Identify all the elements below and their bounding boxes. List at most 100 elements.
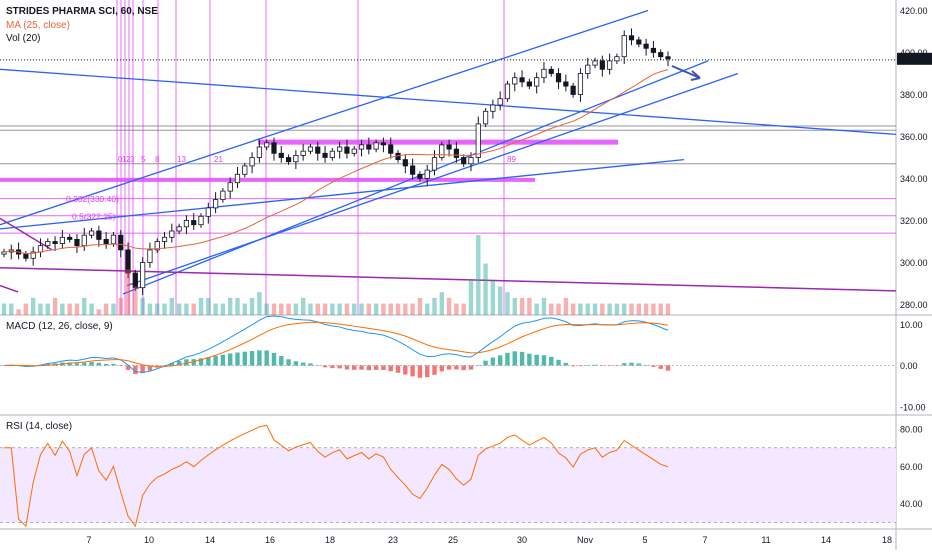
candle-body[interactable] <box>526 81 532 87</box>
candle-body[interactable] <box>242 165 248 175</box>
macd-line[interactable] <box>3 315 669 373</box>
candle-body[interactable] <box>599 60 605 70</box>
candle-body[interactable] <box>59 236 65 245</box>
candle-body[interactable] <box>402 159 408 167</box>
signal-line[interactable] <box>3 321 669 368</box>
candle-body[interactable] <box>1 251 7 255</box>
candle-body[interactable] <box>96 230 102 240</box>
candle-body[interactable] <box>264 142 270 148</box>
candle-body[interactable] <box>315 146 321 154</box>
candle-body[interactable] <box>132 272 138 289</box>
candle-body[interactable] <box>439 144 445 158</box>
candle-body[interactable] <box>344 146 350 154</box>
candle-body[interactable] <box>220 190 226 200</box>
candle-body[interactable] <box>417 173 423 179</box>
candle-body[interactable] <box>570 85 576 95</box>
trendline[interactable] <box>122 60 709 295</box>
candle-body[interactable] <box>74 238 80 247</box>
candle-body[interactable] <box>497 98 503 106</box>
candle-body[interactable] <box>118 234 124 251</box>
candle-body[interactable] <box>585 64 591 74</box>
candle-body[interactable] <box>23 253 29 259</box>
candle-body[interactable] <box>628 35 635 41</box>
candle-body[interactable] <box>453 148 459 158</box>
candle-body[interactable] <box>256 146 262 158</box>
macd-pane[interactable] <box>0 315 896 378</box>
candle-body[interactable] <box>213 199 219 209</box>
price-pane[interactable]: 0.382(330.40) 0.5(322.25) 0 1 2 3 5 8 13 21 89 <box>0 0 897 315</box>
candle-body[interactable] <box>351 148 357 154</box>
candle-body[interactable] <box>650 47 657 53</box>
candle-body[interactable] <box>205 207 211 217</box>
candle-body[interactable] <box>169 230 175 238</box>
candle-body[interactable] <box>614 56 620 62</box>
candle-body[interactable] <box>621 35 627 58</box>
candle-body[interactable] <box>234 173 241 184</box>
candle-body[interactable] <box>81 234 87 247</box>
candle-body[interactable] <box>519 77 525 83</box>
candle-body[interactable] <box>373 142 379 150</box>
candle-body[interactable] <box>161 236 168 242</box>
candle-body[interactable] <box>88 230 95 236</box>
candle-body[interactable] <box>30 251 36 259</box>
trendline[interactable] <box>0 158 685 230</box>
candle-body[interactable] <box>490 104 496 112</box>
candle-body[interactable] <box>110 234 117 244</box>
long-trendline[interactable] <box>0 267 897 292</box>
trendline[interactable] <box>0 68 897 136</box>
candle-body[interactable] <box>191 220 197 226</box>
candle-body[interactable] <box>358 144 365 150</box>
candle-body[interactable] <box>176 226 182 232</box>
candle-body[interactable] <box>563 81 569 87</box>
candle-body[interactable] <box>665 56 671 60</box>
candle-body[interactable] <box>541 68 547 79</box>
candle-body[interactable] <box>337 146 343 152</box>
rsi-line[interactable] <box>4 424 669 528</box>
candle-body[interactable] <box>183 220 190 228</box>
candle-body[interactable] <box>52 241 58 244</box>
candle-body[interactable] <box>577 73 584 95</box>
candle-body[interactable] <box>468 157 474 165</box>
candle-body[interactable] <box>278 152 284 158</box>
candle-body[interactable] <box>461 157 467 165</box>
candle-body[interactable] <box>534 77 540 87</box>
candle-body[interactable] <box>410 165 416 175</box>
candle-body[interactable] <box>366 144 372 150</box>
candle-body[interactable] <box>482 110 489 125</box>
candle-body[interactable] <box>154 241 160 251</box>
candle-body[interactable] <box>431 157 438 171</box>
short-trendline[interactable] <box>0 284 19 293</box>
candle-body[interactable] <box>307 146 314 152</box>
candle-body[interactable] <box>37 245 44 253</box>
rsi-pane[interactable] <box>0 424 896 528</box>
trendline[interactable] <box>126 72 739 287</box>
candle-body[interactable] <box>658 52 664 58</box>
candle-body[interactable] <box>227 182 233 192</box>
candle-body[interactable] <box>249 157 255 167</box>
candle-body[interactable] <box>322 152 328 158</box>
candle-body[interactable] <box>512 77 518 85</box>
candle-body[interactable] <box>388 144 394 154</box>
candle-body[interactable] <box>555 73 562 83</box>
trendline[interactable] <box>0 9 649 226</box>
candle-body[interactable] <box>329 150 335 158</box>
candle-body[interactable] <box>147 249 153 263</box>
candle-body[interactable] <box>446 144 452 150</box>
candle-body[interactable] <box>293 154 299 163</box>
candle-body[interactable] <box>300 150 306 156</box>
candle-body[interactable] <box>548 68 554 74</box>
candle-body[interactable] <box>592 60 598 66</box>
candle-body[interactable] <box>45 241 51 247</box>
candle-body[interactable] <box>198 215 204 226</box>
candle-body[interactable] <box>67 236 73 240</box>
ma-line[interactable] <box>3 69 669 255</box>
short-trendline[interactable] <box>0 217 53 251</box>
candle-body[interactable] <box>103 238 109 244</box>
candle-body[interactable] <box>475 123 481 158</box>
candle-body[interactable] <box>285 157 292 163</box>
candle-body[interactable] <box>424 169 430 179</box>
candle-body[interactable] <box>607 60 613 70</box>
candle-body[interactable] <box>636 39 642 45</box>
